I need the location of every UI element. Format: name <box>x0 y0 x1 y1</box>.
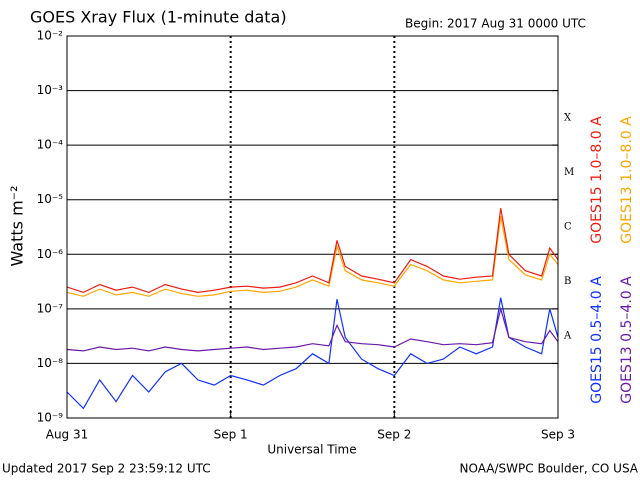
y-axis-label: Watts m⁻² <box>8 185 27 266</box>
flare-class-label: X <box>564 112 572 123</box>
footer-right: NOAA/SWPC Boulder, CO USA <box>460 462 639 476</box>
x-tick-label: Sep 3 <box>541 428 575 442</box>
series-line <box>66 306 559 352</box>
y-tick-label: 10⁻⁸ <box>37 356 64 370</box>
series-line <box>66 297 559 410</box>
flare-class-label: M <box>564 167 574 178</box>
y-tick-label: 10⁻⁶ <box>37 247 64 261</box>
x-tick-label: Aug 31 <box>46 428 89 442</box>
chart-title: GOES Xray Flux (1-minute data) <box>30 8 287 27</box>
y-tick-label: 10⁻⁴ <box>37 138 64 152</box>
y-tick-label: 10⁻⁷ <box>37 301 64 315</box>
legend-entry: GOES13 1.0–8.0 A <box>619 116 635 244</box>
flare-class-label: B <box>564 276 571 287</box>
chart-subtitle: Begin: 2017 Aug 31 0000 UTC <box>405 17 586 31</box>
y-tick-label: 10⁻² <box>37 29 64 43</box>
footer-left: Updated 2017 Sep 2 23:59:12 UTC <box>2 462 211 476</box>
series-line <box>66 215 559 297</box>
legend-entry: GOES15 1.0–8.0 A <box>589 116 605 244</box>
flare-class-label: C <box>564 222 572 233</box>
y-tick-label: 10⁻³ <box>37 83 64 97</box>
x-tick-label: Sep 1 <box>214 428 248 442</box>
x-axis-label: Universal Time <box>267 443 356 457</box>
legend-entry: GOES13 0.5–4.0 A <box>619 276 635 404</box>
legend-entry: GOES15 0.5–4.0 A <box>589 276 605 404</box>
y-tick-label: 10⁻⁵ <box>37 192 64 206</box>
plot-frame <box>66 35 559 419</box>
flare-class-label: A <box>563 331 572 342</box>
series-line <box>66 208 559 294</box>
x-tick-label: Sep 2 <box>377 428 411 442</box>
y-tick-label: 10⁻⁹ <box>37 411 64 425</box>
